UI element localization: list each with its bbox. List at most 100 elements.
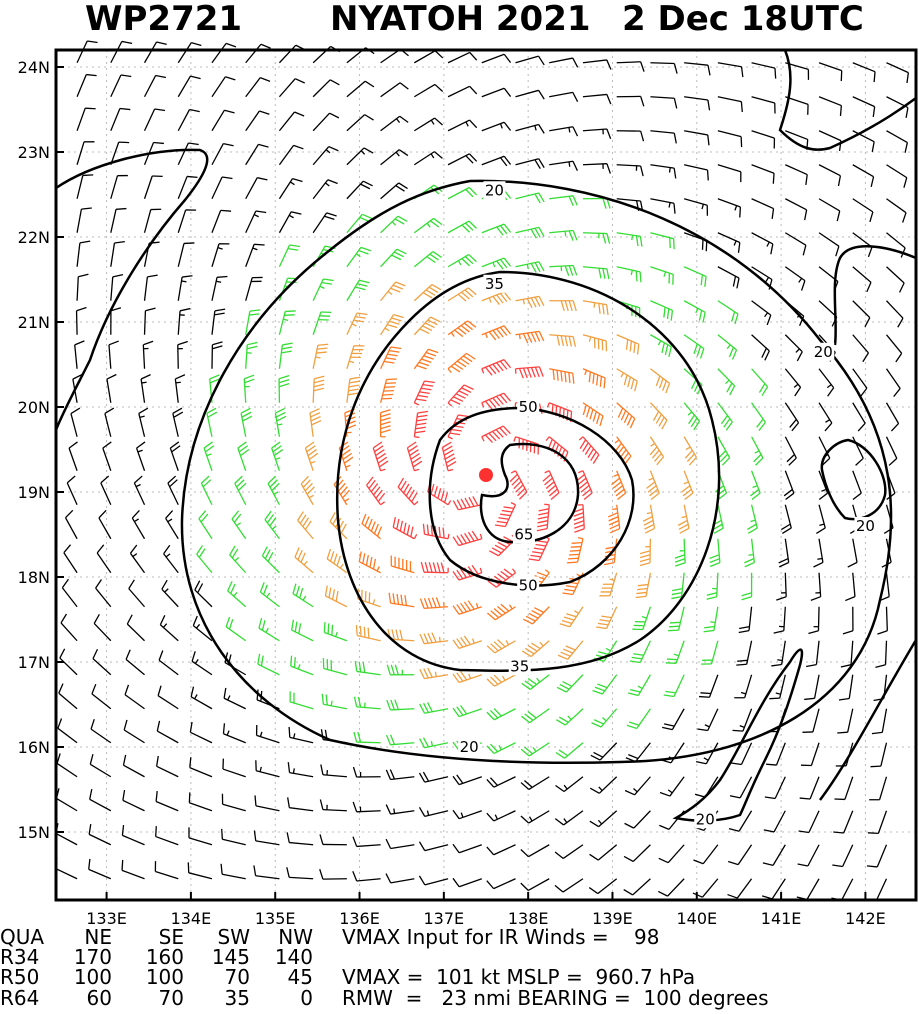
wind-barb — [294, 547, 314, 574]
wind-barb — [847, 538, 858, 568]
wind-barb — [319, 799, 347, 812]
barb-staff — [818, 300, 838, 318]
wind-barb — [867, 810, 888, 834]
barb-staff — [852, 402, 866, 424]
barb-feather — [220, 209, 232, 212]
barb-feather — [267, 475, 276, 485]
barb-half-feather — [226, 730, 230, 736]
wind-barb — [380, 346, 402, 370]
wind-barb — [650, 300, 674, 321]
wind-barb — [206, 407, 218, 437]
barb-staff — [683, 300, 706, 313]
wind-barb — [837, 708, 854, 734]
barb-feather — [728, 347, 735, 358]
contour-label-bg — [812, 342, 835, 361]
barb-feather — [380, 425, 391, 430]
barb-feather — [499, 157, 508, 167]
barb-feather — [319, 799, 324, 810]
barb-feather — [744, 558, 755, 564]
barb-feather — [231, 510, 240, 520]
barb-staff — [143, 75, 157, 98]
barb-staff — [562, 844, 584, 860]
barb-staff — [88, 833, 112, 846]
wind-barb — [683, 300, 706, 323]
wind-barb — [143, 208, 162, 233]
barb-feather — [636, 344, 640, 355]
barb-feather — [700, 274, 704, 286]
wind-barb — [225, 616, 247, 642]
contour-20-east — [833, 245, 917, 346]
wind-barb — [798, 810, 820, 834]
barb-half-feather — [528, 816, 533, 822]
wind-barb — [549, 264, 578, 276]
barb-staff — [808, 810, 820, 833]
barb-feather — [188, 142, 199, 146]
wind-barb — [177, 108, 200, 132]
wind-barb — [88, 858, 112, 880]
wind-barb — [751, 266, 773, 290]
wind-barb — [486, 844, 516, 856]
barb-feather — [601, 615, 612, 619]
wind-barb — [886, 130, 909, 153]
wind-barb — [245, 143, 269, 166]
barb-feather — [425, 289, 436, 296]
wind-barb — [818, 164, 842, 187]
barb-feather — [521, 715, 531, 724]
wind-barb — [885, 334, 903, 363]
barb-feather — [574, 528, 585, 533]
barb-feather — [730, 311, 736, 322]
barb-feather — [414, 430, 426, 434]
barb-feather — [340, 523, 347, 534]
wind-barb — [188, 792, 213, 812]
barb-staff — [683, 334, 705, 350]
barb-half-feather — [447, 533, 450, 539]
wind-barb — [346, 80, 375, 98]
barb-feather — [383, 360, 395, 364]
barb-feather — [739, 206, 742, 218]
wind-barb — [649, 402, 668, 430]
wind-barb — [245, 276, 263, 301]
barb-feather — [579, 439, 587, 449]
barb-feather — [690, 379, 697, 390]
barb-feather — [569, 549, 581, 552]
barb-feather — [590, 754, 601, 761]
barb-feather — [224, 109, 235, 114]
barb-staff — [813, 674, 820, 699]
wind-barb — [355, 625, 381, 642]
barb-staff — [582, 266, 607, 270]
wind-barb — [797, 844, 820, 867]
barb-feather — [700, 692, 711, 695]
barb-feather — [627, 376, 632, 388]
barb-feather — [617, 492, 627, 501]
barb-feather — [572, 195, 578, 206]
barb-feather — [499, 225, 508, 235]
wind-barb — [102, 441, 112, 471]
barb-half-feather — [175, 381, 181, 384]
wind-barb — [110, 174, 128, 199]
barb-feather — [534, 574, 545, 580]
barb-feather — [291, 619, 295, 631]
barb-feather — [191, 41, 202, 47]
barb-feather — [87, 40, 98, 44]
barb-feather — [468, 496, 475, 507]
wind-barb — [684, 130, 710, 146]
barb-feather — [631, 656, 643, 660]
contour-65 — [479, 442, 580, 544]
barb-feather — [331, 589, 336, 600]
barb-feather — [629, 660, 641, 664]
wind-barb — [222, 758, 246, 778]
barb-feather — [247, 341, 258, 346]
barb-feather — [503, 87, 512, 97]
wind-barb — [852, 334, 870, 363]
barb-half-feather — [663, 271, 667, 277]
wind-barb — [346, 345, 365, 369]
wind-barb — [121, 824, 145, 846]
barb-feather — [538, 124, 545, 134]
barb-feather — [624, 822, 635, 829]
barb-feather — [125, 649, 131, 660]
barb-feather — [430, 316, 441, 323]
wind-barb — [751, 96, 776, 114]
barb-feather — [786, 454, 795, 463]
barb-staff — [380, 115, 401, 132]
barb-feather — [261, 546, 268, 557]
